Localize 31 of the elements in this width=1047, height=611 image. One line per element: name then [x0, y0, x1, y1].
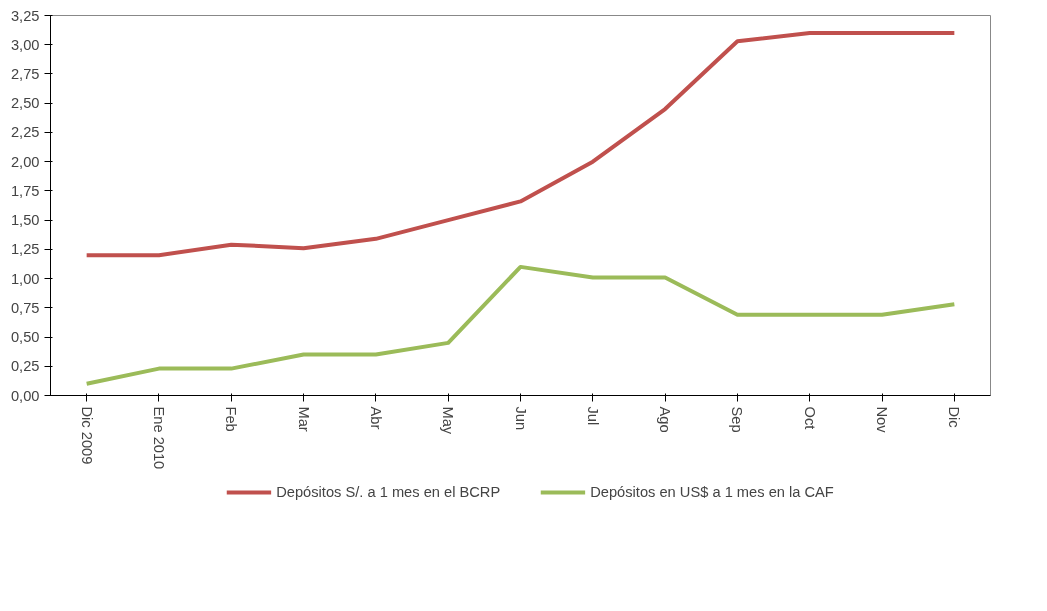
y-tick-label: 0,50 [10, 329, 40, 346]
x-tick-label: Ene 2010 [150, 406, 167, 470]
y-tick-label: 3,25 [10, 7, 40, 24]
y-tick-label: 2,25 [10, 124, 40, 141]
y-tick-label: 3,00 [10, 36, 40, 53]
x-tick-label: Ago [657, 406, 674, 433]
y-tick-label: 1,25 [10, 241, 40, 258]
x-tick-label: Nov [874, 406, 891, 434]
line-series [84, 264, 957, 386]
y-tick-label: 2,50 [10, 95, 40, 112]
y-tick-label: 0,75 [10, 299, 40, 316]
y-tick-label: 2,75 [10, 65, 40, 82]
y-tick-label: 2,00 [10, 153, 40, 170]
x-tick-label: Oct [801, 406, 818, 430]
x-tick-label: Dic [946, 406, 963, 428]
x-tick-label: Jul [584, 406, 601, 426]
x-tick-label: Sep [729, 406, 746, 433]
y-tick-label: 1,75 [10, 182, 40, 199]
legend-label: Depósitos en US$ a 1 mes en la CAF [590, 484, 834, 500]
line-series [84, 31, 957, 258]
x-tick-label: May [440, 406, 457, 435]
y-tick-label: 0,00 [10, 387, 40, 404]
legend-label: Depósitos S/. a 1 mes en el BCRP [276, 484, 501, 500]
x-tick-label: Mar [295, 406, 312, 432]
y-tick-label: 0,25 [10, 358, 40, 375]
y-tick-label: 1,50 [10, 212, 40, 229]
y-tick-label: 1,00 [10, 270, 40, 287]
x-tick-label: Jun [512, 406, 529, 431]
x-tick-label: Dic 2009 [78, 406, 95, 465]
x-tick-label: Abr [367, 406, 384, 430]
x-tick-label: Feb [223, 406, 240, 432]
